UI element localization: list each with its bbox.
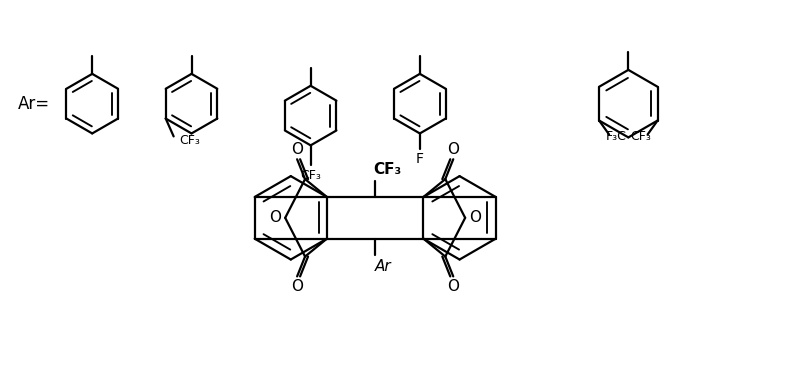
Text: O: O (447, 142, 459, 157)
Text: O: O (447, 279, 459, 294)
Text: F: F (416, 152, 424, 166)
Text: Ar: Ar (375, 259, 391, 274)
Text: CF₃: CF₃ (179, 134, 200, 147)
Text: O: O (270, 210, 282, 225)
Text: Ar=: Ar= (18, 95, 50, 113)
Text: F₃C: F₃C (606, 130, 626, 143)
Text: CF₃: CF₃ (300, 169, 321, 182)
Text: O: O (291, 142, 303, 157)
Text: CF₃: CF₃ (373, 162, 402, 177)
Text: CF₃: CF₃ (630, 130, 651, 143)
Text: O: O (291, 279, 303, 294)
Text: O: O (469, 210, 481, 225)
